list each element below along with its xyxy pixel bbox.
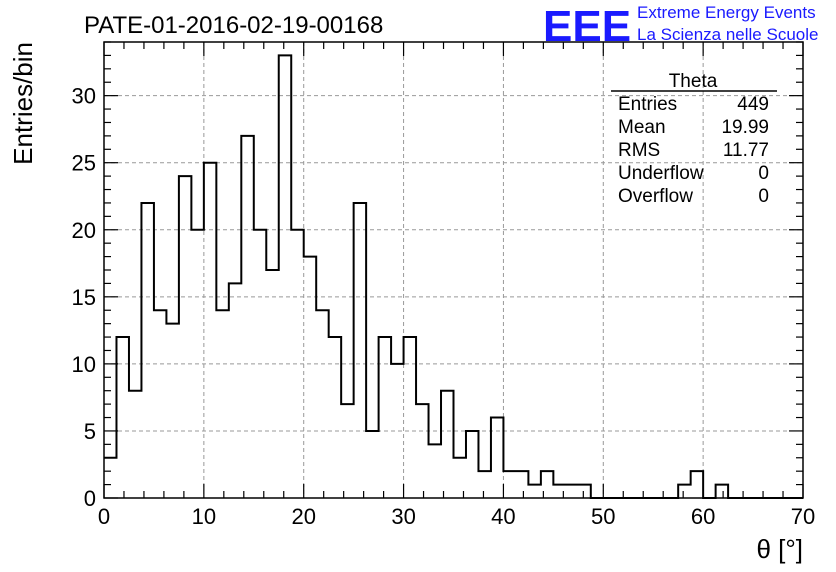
histogram-bin [141,203,153,498]
logo-line-1: Extreme Energy Events [637,3,816,22]
histogram-bin [204,163,216,498]
stats-label: Overflow [618,186,693,207]
histogram-bars [104,54,803,499]
histogram-bin [716,485,728,498]
x-tick-label: 70 [791,504,815,529]
histogram-bin [566,485,578,498]
x-tick-label: 0 [98,504,110,529]
y-tick-label: 10 [72,352,96,377]
stats-label: Underflow [618,163,704,184]
histogram-bin [541,471,553,498]
histogram-bin [279,55,291,498]
histogram-bin [441,391,453,498]
x-tick-label: 20 [291,504,315,529]
x-tick-label: 40 [491,504,515,529]
histogram-bin [129,391,141,498]
x-tick-label: 10 [192,504,216,529]
histogram-bin [678,485,690,498]
histogram-bin [104,458,116,498]
stats-value: 0 [758,186,769,207]
histogram-bin [528,485,540,498]
stats-box: Theta Entries 449 Mean 19.99 RMS 11.77 U… [611,71,777,207]
y-tick-label: 15 [72,285,96,310]
y-tick-label: 25 [72,151,96,176]
stats-label: RMS [618,140,660,161]
stats-value: 19.99 [721,117,769,138]
histogram-bin [691,471,703,498]
histogram-bin [466,431,478,498]
histogram-bin [179,176,191,498]
histogram-bin [379,337,391,498]
grid-lines [104,42,803,498]
eee-logo: EEE Extreme Energy Events La Scienza nel… [543,2,818,51]
x-tick-label: 50 [591,504,615,529]
histogram-bin [578,485,590,498]
histogram-bin [116,337,128,498]
histogram-bin [229,283,241,498]
histogram-bin [429,444,441,498]
histogram-bin [516,471,528,498]
histogram-bin [304,257,316,498]
histogram-outline [104,54,803,499]
y-tick-label: 0 [84,486,96,511]
x-tick-label: 30 [391,504,415,529]
logo-line-2: La Scienza nelle Scuole [637,25,818,44]
histogram-bin [478,471,490,498]
histogram-bin [166,324,178,498]
y-axis-label: Entries/bin [8,42,38,165]
axis-ticks [103,41,804,499]
histogram-bin [553,485,565,498]
histogram-bin [329,337,341,498]
histogram-bin [354,203,366,498]
histogram-bin [316,310,328,498]
histogram-bin [216,310,228,498]
x-tick-label: 60 [691,504,715,529]
chart-title: PATE-01-2016-02-19-00168 [84,12,383,39]
stats-box-title: Theta [669,71,718,92]
stats-value: 0 [758,163,769,184]
histogram-bin [503,471,515,498]
y-tick-label: 5 [84,419,96,444]
histogram-bin [341,404,353,498]
stats-label: Mean [618,117,666,138]
histogram-bin [266,270,278,498]
x-axis-label: θ [°] [756,534,803,564]
stats-value: 11.77 [723,140,769,161]
stats-label: Entries [618,94,677,115]
histogram-bin [491,418,503,498]
y-tick-label: 30 [72,84,96,109]
histogram-bin [404,337,416,498]
histogram-bin [366,431,378,498]
histogram-bin [241,136,253,498]
logo-mark: EEE [543,2,631,51]
histogram-bin [454,458,466,498]
histogram-bin [416,404,428,498]
y-tick-label: 20 [72,218,96,243]
stats-value: 449 [737,94,769,115]
histogram-bin [154,310,166,498]
tick-labels: 0 10 20 30 40 50 60 70 0 5 10 15 20 25 30 [72,84,816,529]
